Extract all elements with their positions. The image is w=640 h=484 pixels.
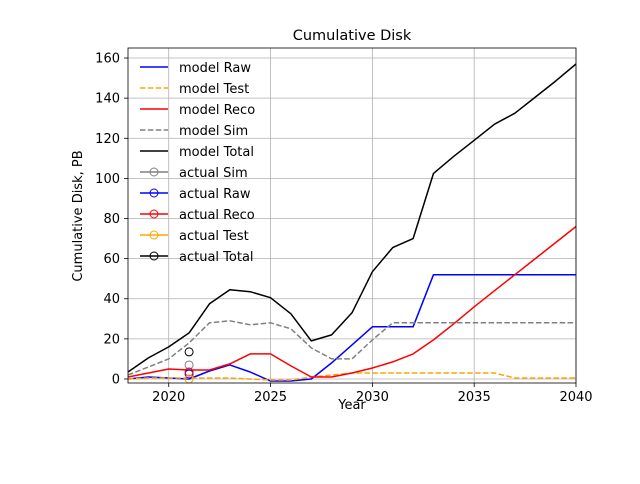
y-tick-label: 80 xyxy=(103,212,120,227)
axes-frame xyxy=(127,47,577,384)
legend-label: actual Test xyxy=(179,229,249,244)
x-tick-label: 2020 xyxy=(152,390,185,405)
legend-label: actual Total xyxy=(179,250,254,265)
legend-marker xyxy=(149,230,159,240)
series-line-model-reco xyxy=(127,225,577,378)
data-point-actual-total xyxy=(184,347,194,357)
x-tick-label: 2025 xyxy=(254,390,287,405)
series-line-model-sim xyxy=(127,320,576,376)
y-tick-label: 20 xyxy=(103,332,120,347)
legend-label: model Sim xyxy=(179,124,248,139)
series-line-model-raw xyxy=(127,273,576,382)
data-point-actual-reco xyxy=(184,367,194,377)
legend-label: actual Sim xyxy=(179,166,248,181)
series-line-model-total xyxy=(127,63,577,373)
legend-marker xyxy=(149,251,159,261)
y-tick-label: 60 xyxy=(103,252,120,267)
y-tick-label: 160 xyxy=(95,52,120,67)
y-tick-label: 120 xyxy=(95,132,120,147)
legend-marker xyxy=(149,209,159,219)
chart-title: Cumulative Disk xyxy=(293,28,412,44)
legend-label: model Reco xyxy=(179,103,255,118)
x-tick-label: 2030 xyxy=(356,390,389,405)
x-axis-label: Year xyxy=(337,398,366,413)
legend-label: actual Reco xyxy=(179,208,255,223)
y-tick-label: 40 xyxy=(103,292,120,307)
legend-label: model Raw xyxy=(179,61,251,76)
y-tick-label: 100 xyxy=(95,172,120,187)
y-tick-label: 140 xyxy=(95,92,120,107)
legend-label: actual Raw xyxy=(179,187,251,202)
legend-label: model Total xyxy=(179,145,254,160)
data-point-actual-sim xyxy=(184,360,194,370)
x-tick-label: 2040 xyxy=(559,390,592,405)
legend-marker xyxy=(149,188,159,198)
legend: model Raw model Test model Reco model Sim mo… xyxy=(140,61,255,265)
y-axis-label: Cumulative Disk, PB xyxy=(71,150,86,281)
x-tick-label: 2035 xyxy=(458,390,491,405)
y-tick-label: 0 xyxy=(112,372,120,387)
axis-ticks: 2020 2025 2030 2035 204002040608010012014016… xyxy=(95,52,592,405)
legend-label: model Test xyxy=(179,82,249,97)
legend-marker xyxy=(149,167,159,177)
plot-area: 2020 2025 2030 2035 204002040608010012014016… xyxy=(95,47,593,405)
